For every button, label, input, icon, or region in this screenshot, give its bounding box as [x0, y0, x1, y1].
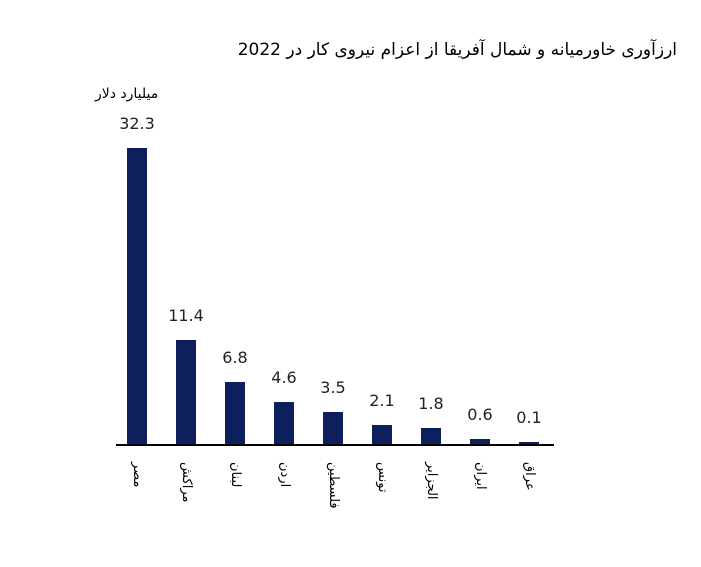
category-label: عراق	[522, 462, 537, 491]
bar	[176, 340, 196, 444]
category-label: الجزایر	[424, 462, 439, 500]
category-label: مراکش	[179, 462, 194, 503]
category-label: لبنان	[228, 462, 243, 488]
bar	[127, 148, 147, 444]
category-label: اردن	[277, 462, 292, 488]
category-label: ایران	[473, 462, 488, 490]
bar	[323, 412, 343, 444]
data-label: 2.1	[369, 391, 395, 410]
data-label: 0.6	[467, 405, 493, 424]
bar	[274, 402, 294, 444]
chart-title: ارزآوری خاورمیانه و شمال آفریقا از اعزام…	[237, 40, 677, 60]
data-label: 6.8	[222, 348, 248, 367]
data-label: 3.5	[320, 378, 346, 397]
category-label: فلسطین	[326, 462, 341, 509]
unit-label: میلیارد دلار	[95, 86, 159, 102]
bar	[372, 425, 392, 444]
bar	[421, 428, 441, 444]
category-label: مصر	[130, 462, 145, 488]
data-label: 0.1	[516, 408, 542, 427]
data-label: 1.8	[418, 394, 444, 413]
bar	[519, 442, 539, 444]
bar	[470, 439, 490, 444]
category-label: تونس	[375, 462, 390, 493]
data-label: 32.3	[119, 114, 155, 133]
x-axis-line	[116, 444, 554, 446]
bar	[225, 382, 245, 444]
data-label: 11.4	[168, 306, 204, 325]
data-label: 4.6	[271, 368, 297, 387]
